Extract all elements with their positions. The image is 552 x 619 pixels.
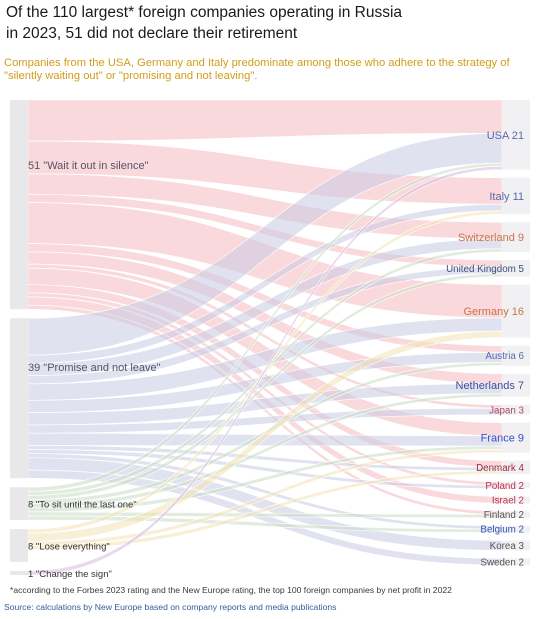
target-label-japan: Japan 3 [489, 405, 524, 416]
flow-lose-everything-to-france [27, 449, 503, 546]
target-node-finland [502, 511, 530, 518]
title-line-2: in 2023, 51 did not declare their retire… [6, 25, 298, 42]
flow-to-sit-until-the-last-one-to-netherlands [27, 393, 503, 509]
footnote: *according to the Forbes 2023 rating and… [10, 585, 452, 595]
target-label-austria: Austria 6 [485, 351, 524, 362]
target-label-netherlands: Netherlands 7 [456, 380, 525, 392]
target-label-belgium: Belgium 2 [480, 525, 524, 536]
target-label-france: France 9 [481, 433, 524, 445]
chart-subtitle: Companies from the USA, Germany and Ital… [4, 57, 510, 82]
source-label-wait-it-out-in-silence: 51 "Wait it out in silence" [28, 160, 149, 172]
target-label-korea: Korea 3 [490, 541, 525, 552]
target-node-switzerland [502, 222, 530, 253]
target-node-france [502, 422, 530, 453]
target-node-denmark [502, 460, 530, 474]
chart-title: Of the 110 largest* foreign companies op… [6, 2, 546, 44]
target-label-usa: USA 21 [487, 130, 524, 142]
flow-wait-it-out-in-silence-to-usa [27, 99, 503, 142]
flow-to-sit-until-the-last-one-to-united-kingdom [27, 272, 503, 500]
target-label-switzerland: Switzerland 9 [458, 232, 524, 244]
target-node-usa [502, 100, 530, 170]
title-line-1: Of the 110 largest* foreign companies op… [6, 4, 403, 21]
target-node-korea [502, 540, 530, 551]
source-node-lose-everything [10, 529, 28, 562]
target-label-germany: Germany 16 [463, 306, 524, 318]
target-label-sweden: Sweden 2 [480, 557, 524, 568]
target-node-austria [502, 345, 530, 366]
target-label-israel: Israel 2 [492, 495, 524, 506]
source-node-to-sit-until-the-last-one [10, 487, 28, 521]
flow-lose-everything-to-germany [27, 330, 503, 542]
target-label-finland: Finland 2 [484, 510, 524, 521]
source-label-to-sit-until-the-last-one: 8 "To sit until the last one" [28, 500, 137, 511]
target-node-japan [502, 404, 530, 415]
target-node-israel [502, 496, 530, 504]
target-node-germany [502, 284, 530, 338]
flow-change-the-sign-to-usa [27, 166, 503, 576]
flow-lose-everything-to-denmark [27, 470, 503, 550]
source-node-promise-and-not-leave [10, 318, 28, 479]
target-node-poland [502, 481, 530, 489]
source-note: Source: calculations by New Europe based… [4, 602, 337, 612]
target-node-italy [502, 177, 530, 215]
target-node-netherlands [502, 373, 530, 397]
source-node-wait-it-out-in-silence [10, 100, 28, 310]
target-label-poland: Poland 2 [485, 481, 524, 492]
source-label-lose-everything: 8 "Lose everything" [28, 541, 110, 552]
target-label-united-kingdom: United Kingdom 5 [446, 264, 524, 275]
target-node-sweden [502, 558, 530, 566]
target-node-belgium [502, 525, 530, 533]
source-node-change-the-sign [10, 570, 28, 575]
target-label-italy: Italy 11 [489, 191, 524, 203]
source-label-change-the-sign: 1 "Change the sign" [28, 569, 112, 580]
target-label-denmark: Denmark 4 [476, 463, 524, 474]
source-label-promise-and-not-leave: 39 "Promise and not leave" [28, 362, 161, 374]
target-node-united-kingdom [502, 260, 530, 277]
